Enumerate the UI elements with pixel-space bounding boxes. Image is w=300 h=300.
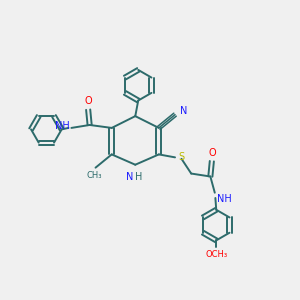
Text: NH: NH	[55, 122, 70, 131]
Text: NH: NH	[217, 194, 232, 204]
Text: N: N	[180, 106, 188, 116]
Text: O: O	[84, 96, 92, 106]
Text: O: O	[208, 148, 216, 158]
Text: S: S	[179, 152, 185, 162]
Text: H: H	[135, 172, 142, 182]
Text: OCH₃: OCH₃	[205, 250, 227, 259]
Text: N: N	[126, 172, 133, 182]
Text: CH₃: CH₃	[86, 171, 102, 180]
